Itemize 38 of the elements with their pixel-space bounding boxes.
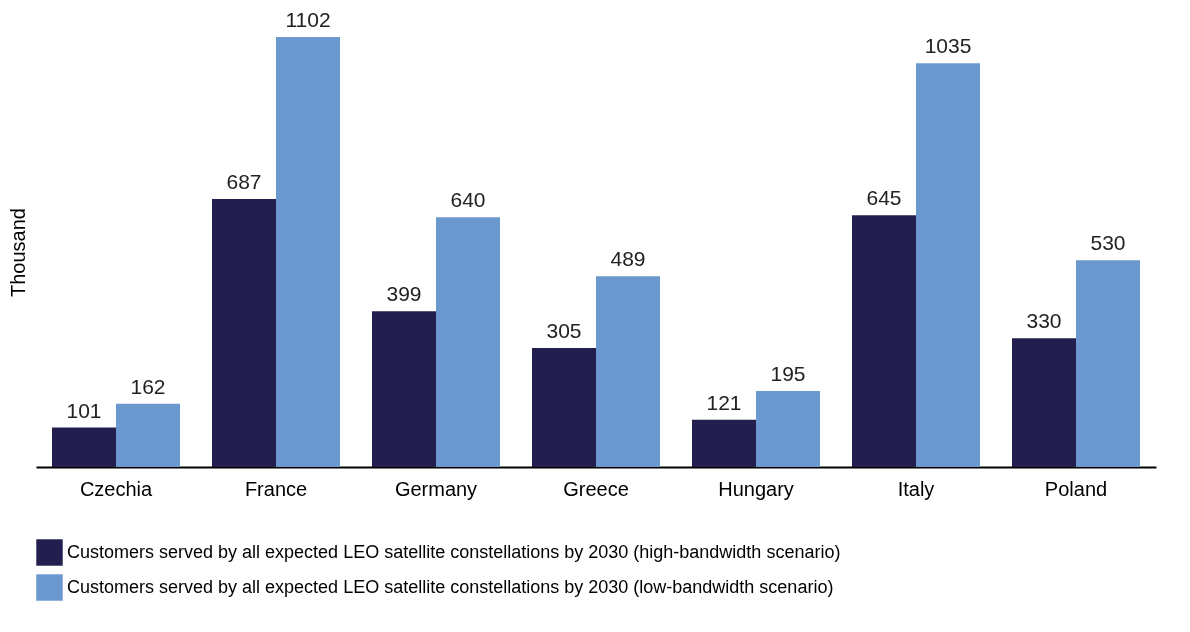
data-label: 101: [66, 398, 102, 422]
x-tick-label: Germany: [394, 477, 478, 500]
legend-label: Customers served by all expected LEO satellite constellations by 2030 (low-bandwidth scenario): [67, 576, 834, 597]
x-tick-label: Greece: [563, 477, 629, 500]
bar: [1076, 260, 1140, 467]
legend-label: Customers served by all expected LEO satellite constellations by 2030 (high-bandwidth scenario): [67, 541, 841, 562]
bar: [852, 215, 916, 467]
bar: [596, 276, 660, 467]
data-label: 399: [386, 282, 422, 306]
data-label: 1035: [924, 34, 972, 58]
data-label: 305: [546, 318, 582, 342]
data-label: 645: [866, 186, 902, 210]
data-label: 640: [450, 188, 486, 212]
data-label: 195: [770, 361, 806, 385]
bar: [372, 311, 436, 467]
bar: [212, 198, 276, 467]
data-label: 530: [1090, 231, 1126, 255]
bar: [436, 217, 500, 467]
bar: [1012, 338, 1076, 467]
bar: [276, 37, 340, 467]
bar: [116, 403, 180, 467]
x-tick-label: Italy: [897, 477, 935, 500]
data-label: 330: [1026, 309, 1062, 333]
bar: [52, 427, 116, 467]
x-tick-label: Czechia: [79, 477, 153, 500]
x-tick-label: Poland: [1044, 477, 1108, 500]
x-tick-label: Hungary: [718, 477, 794, 500]
data-label: 489: [610, 247, 646, 271]
y-axis-title: Thousand: [6, 208, 29, 297]
bar: [916, 63, 980, 467]
data-label: 162: [130, 374, 166, 398]
x-tick-label: France: [244, 477, 308, 500]
bar: [692, 419, 756, 467]
bar: [756, 390, 820, 467]
data-label: 1102: [285, 8, 331, 31]
data-label: 121: [706, 390, 742, 414]
bar: [532, 347, 596, 467]
data-label: 687: [226, 169, 262, 193]
